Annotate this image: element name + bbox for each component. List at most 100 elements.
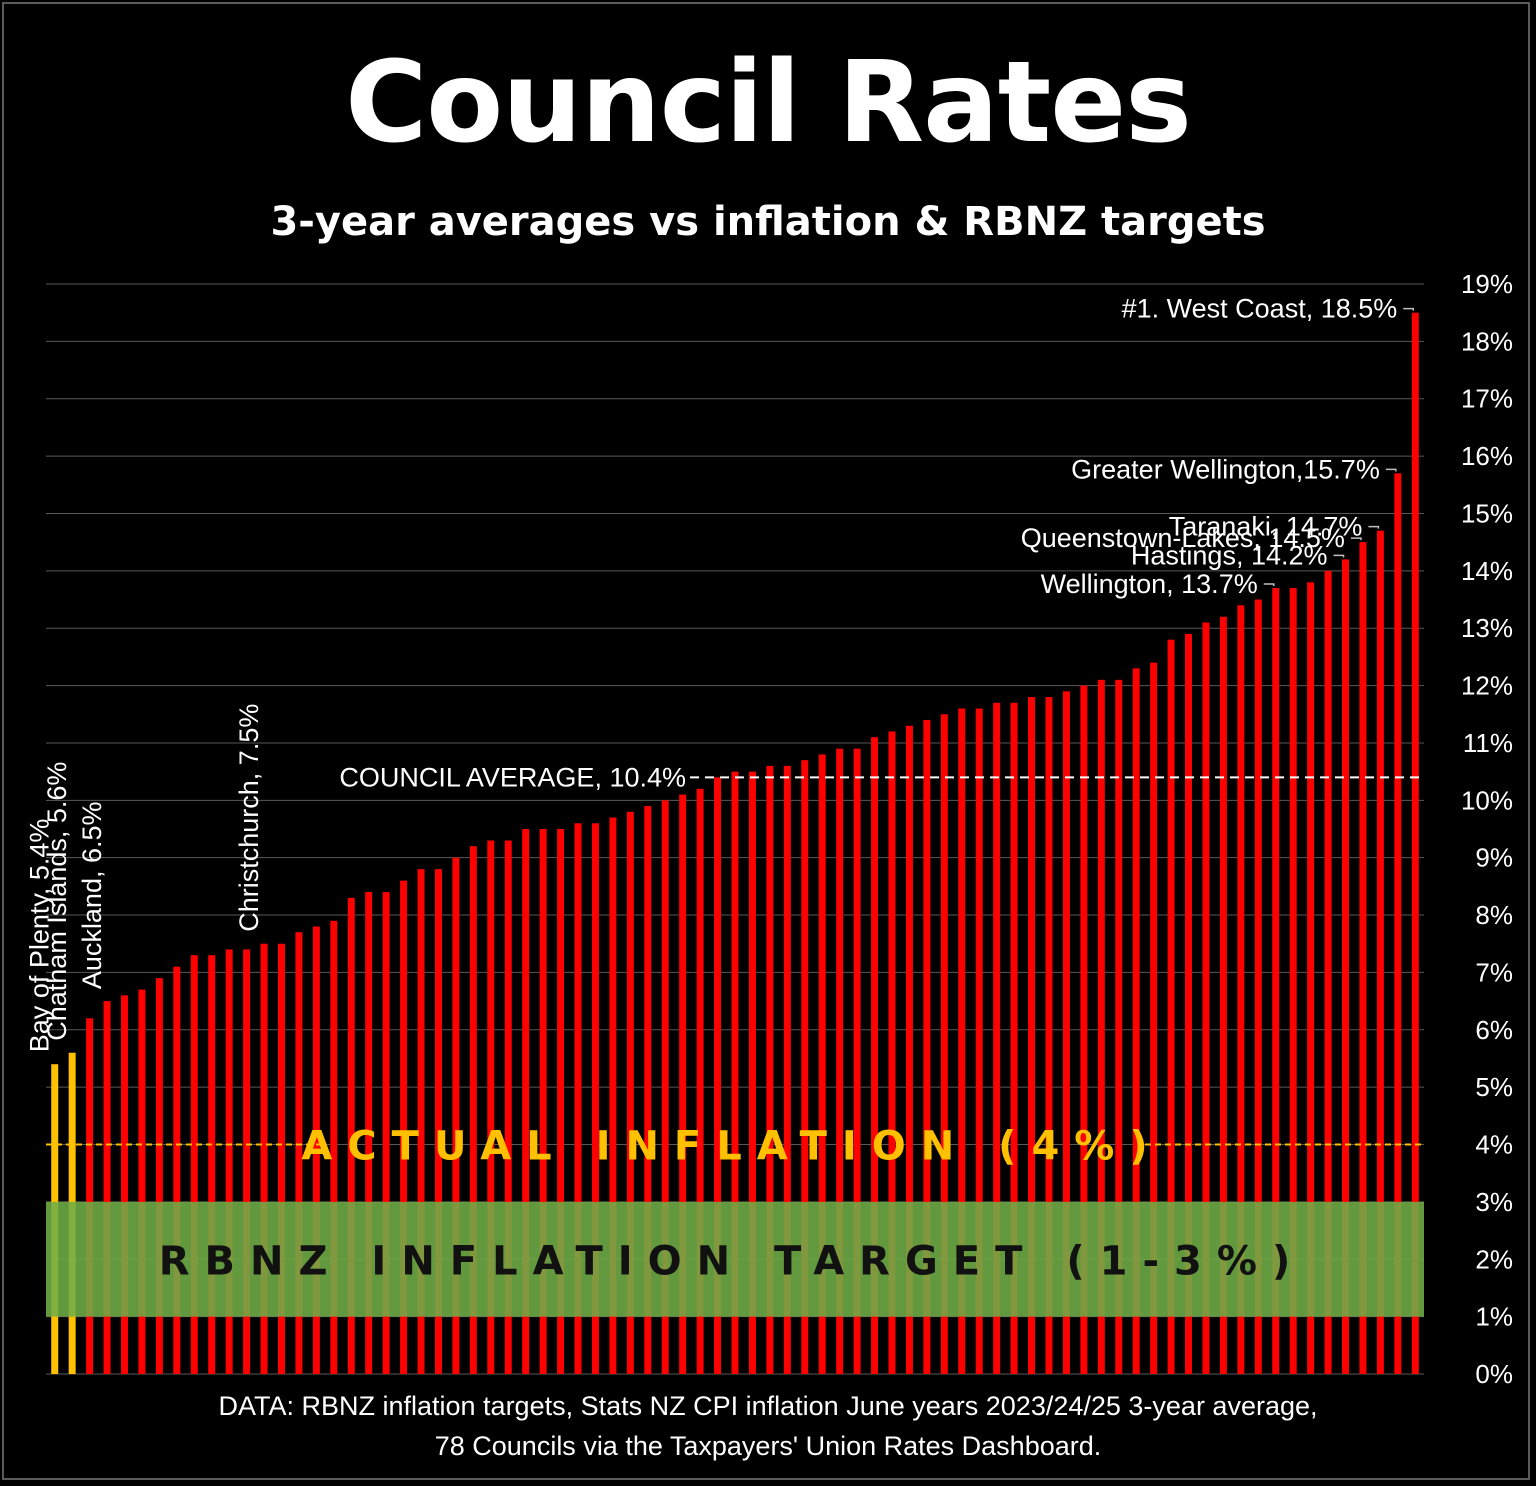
bar xyxy=(1010,702,1018,1374)
bar xyxy=(609,817,617,1374)
bar xyxy=(626,811,634,1374)
bar xyxy=(452,857,460,1374)
bar xyxy=(853,748,861,1374)
bar xyxy=(1080,685,1088,1374)
bar xyxy=(138,989,146,1374)
bar xyxy=(731,771,739,1374)
bar xyxy=(766,765,774,1374)
label-leader xyxy=(1368,525,1380,529)
bar xyxy=(347,897,355,1374)
y-tick-label: 1% xyxy=(1475,1302,1513,1332)
bar xyxy=(173,966,181,1374)
bar xyxy=(783,765,791,1374)
y-tick-label: 7% xyxy=(1475,957,1513,987)
label-leader xyxy=(1385,468,1397,472)
y-tick-label: 2% xyxy=(1475,1244,1513,1274)
y-tick-label: 18% xyxy=(1461,326,1513,356)
bar xyxy=(1394,473,1402,1374)
inflation-label: ACTUAL INFLATION (4%) xyxy=(301,1124,1162,1170)
bar xyxy=(312,926,320,1374)
bar xyxy=(975,708,983,1374)
bar xyxy=(1097,679,1105,1374)
data-source-line-1: DATA: RBNZ inflation targets, Stats NZ C… xyxy=(218,1391,1318,1421)
bar xyxy=(801,760,809,1374)
y-tick-label: 6% xyxy=(1475,1015,1513,1045)
bar xyxy=(260,943,268,1374)
bar xyxy=(295,932,303,1374)
y-tick-label: 5% xyxy=(1475,1072,1513,1102)
bar xyxy=(1342,559,1350,1374)
bar xyxy=(243,949,251,1374)
y-tick-label: 0% xyxy=(1475,1359,1513,1389)
bar xyxy=(696,788,704,1374)
bar xyxy=(574,823,582,1374)
bar xyxy=(225,949,233,1374)
bar-label: Wellington, 13.7% xyxy=(1041,569,1258,599)
bar xyxy=(1254,599,1262,1374)
bar xyxy=(487,840,495,1374)
bar-callouts: Bay of Plenty, 5.4%Chatham Islands, 5.6%… xyxy=(25,294,1415,1053)
y-tick-label: 9% xyxy=(1475,843,1513,873)
bar xyxy=(103,1001,111,1374)
bars xyxy=(51,312,1419,1374)
bar-label: Greater Wellington,15.7% xyxy=(1071,454,1380,484)
bar xyxy=(1132,668,1140,1374)
bar xyxy=(993,702,1001,1374)
target-band-label: RBNZ INFLATION TARGET (1-3%) xyxy=(159,1238,1306,1284)
bar xyxy=(958,708,966,1374)
bar-label: #1. West Coast, 18.5% xyxy=(1122,294,1398,324)
bar xyxy=(1237,605,1245,1374)
bar xyxy=(469,846,477,1374)
bar xyxy=(1272,588,1280,1374)
bar xyxy=(1324,570,1332,1374)
bar xyxy=(522,829,530,1374)
bar xyxy=(1115,679,1123,1374)
bar xyxy=(1045,697,1053,1374)
bar xyxy=(591,823,599,1374)
label-leader xyxy=(1333,554,1345,558)
y-tick-label: 13% xyxy=(1461,613,1513,643)
bar xyxy=(155,978,163,1374)
bar xyxy=(1411,312,1419,1374)
bar xyxy=(1307,582,1315,1374)
bar xyxy=(277,943,285,1374)
bar xyxy=(888,731,896,1374)
y-tick-label: 15% xyxy=(1461,498,1513,528)
bar xyxy=(190,955,198,1374)
bar xyxy=(86,1018,94,1374)
label-leader xyxy=(1263,583,1275,587)
y-axis-ticks: 0% 1% 2% 3% 4% 5% 6% 7% 8% 9% 10% 11% 12% 13% 14% 15% 16… xyxy=(1461,269,1513,1389)
bar xyxy=(120,995,128,1374)
y-tick-label: 11% xyxy=(1463,728,1513,758)
bar xyxy=(557,829,565,1374)
label-leader xyxy=(1350,537,1362,541)
bar xyxy=(400,880,408,1374)
reference-lines: COUNCIL AVERAGE, 10.4% ACTUAL INFLATION (… xyxy=(46,762,1424,1170)
bar xyxy=(208,955,216,1374)
bar xyxy=(940,714,948,1374)
y-tick-label: 10% xyxy=(1461,785,1513,815)
bar xyxy=(417,869,425,1374)
bar-label: Bay of Plenty, 5.4% xyxy=(25,819,55,1053)
y-tick-label: 4% xyxy=(1475,1130,1513,1160)
bar xyxy=(1359,542,1367,1374)
data-source-note: DATA: RBNZ inflation targets, Stats NZ C… xyxy=(0,1386,1536,1466)
bar xyxy=(714,777,722,1374)
bar xyxy=(1202,622,1210,1374)
bar-label: Auckland, 6.5% xyxy=(77,801,107,989)
target-band: RBNZ INFLATION TARGET (1-3%) xyxy=(46,1201,1424,1317)
chart-subtitle: 3-year averages vs inflation & RBNZ targ… xyxy=(270,199,1266,245)
y-tick-label: 19% xyxy=(1461,269,1513,299)
bar xyxy=(1167,639,1175,1374)
bar xyxy=(504,840,512,1374)
bar-label: Chatham Islands, 5.6% xyxy=(42,762,72,1041)
bar xyxy=(1150,662,1158,1374)
y-tick-label: 14% xyxy=(1461,556,1513,586)
bar-label: Taranaki, 14.7% xyxy=(1169,512,1363,542)
bar xyxy=(1376,530,1384,1374)
y-tick-label: 16% xyxy=(1461,441,1513,471)
bar xyxy=(1289,588,1297,1374)
bar xyxy=(661,800,669,1374)
